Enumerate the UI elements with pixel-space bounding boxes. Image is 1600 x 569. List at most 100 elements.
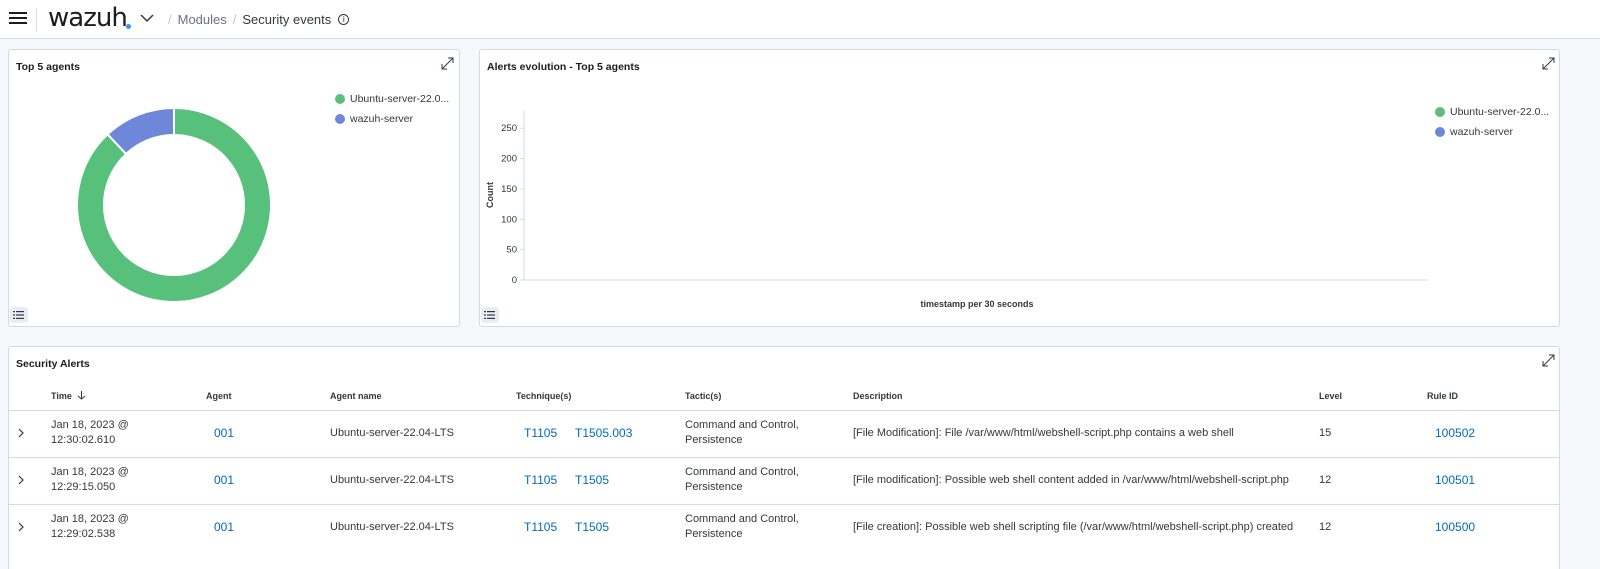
chevron-right-icon[interactable] (16, 475, 26, 485)
table-row[interactable]: Jan 18, 2023 @ 12:29:15.050 001 Ubuntu-s… (9, 457, 1559, 504)
table-row[interactable]: Jan 18, 2023 @ 12:30:02.610 001 Ubuntu-s… (9, 410, 1559, 457)
sort-down-icon[interactable] (77, 391, 86, 400)
breadcrumb-security-events: Security events (242, 12, 332, 27)
time-cell: Jan 18, 2023 @ 12:29:15.050 (51, 465, 129, 495)
agent-link[interactable]: 001 (214, 426, 235, 440)
time-clock: 12:29:15.050 (51, 481, 116, 493)
legend-label: wazuh-server (1450, 126, 1514, 138)
rule-id-link[interactable]: 100501 (1435, 473, 1476, 487)
expand-icon[interactable] (1542, 57, 1555, 70)
technique-link[interactable]: T1105 (524, 473, 558, 487)
agent-name-cell: Ubuntu-server-22.04-LTS (330, 427, 454, 439)
column-header-agent[interactable]: Agent (206, 391, 232, 401)
legend-item-ubuntu[interactable]: Ubuntu-server-22.0... (335, 89, 449, 109)
breadcrumb-separator: / (168, 12, 172, 27)
x-axis-title: timestamp per 30 seconds (920, 299, 1033, 309)
chevron-right-icon[interactable] (16, 522, 26, 532)
legend-label: Ubuntu-server-22.0... (1450, 106, 1550, 118)
top-header: wazuh / Modules / Security events i (0, 0, 1600, 39)
column-header-techniques[interactable]: Technique(s) (516, 391, 572, 401)
security-alerts-panel: Security Alerts Time Agent Agent name Te… (8, 346, 1560, 569)
tactic-line: Persistence (685, 434, 743, 446)
column-header-level[interactable]: Level (1319, 391, 1343, 401)
column-label: Time (51, 391, 72, 401)
tactic-line: Command and Control, (685, 419, 799, 431)
description-cell: [File creation]: Possible web shell scri… (853, 521, 1294, 533)
technique-link[interactable]: T1505 (575, 520, 610, 534)
time-date: Jan 18, 2023 @ (51, 466, 129, 478)
alerts-evolution-bar-chart: 05010015020025012:17:0012:18:0012:19:001… (485, 110, 1428, 309)
y-tick-label: 200 (501, 154, 517, 165)
wazuh-logo[interactable]: wazuh (48, 3, 128, 33)
alerts-evolution-title: Alerts evolution - Top 5 agents (487, 61, 640, 73)
description-cell: [File modification]: Possible web shell … (853, 474, 1289, 486)
time-cell: Jan 18, 2023 @ 12:29:02.538 (51, 512, 129, 542)
tactic-line: Persistence (685, 528, 743, 540)
y-tick-label: 100 (501, 214, 517, 225)
y-tick-label: 250 (501, 123, 517, 134)
menu-icon[interactable] (9, 10, 27, 28)
legend-item-wazuh-server[interactable]: wazuh-server (335, 109, 449, 129)
security-alerts-title: Security Alerts (16, 358, 90, 370)
legend-dot-blue (335, 114, 345, 124)
level-cell: 12 (1319, 521, 1332, 533)
legend-toggle-button[interactable] (481, 307, 499, 323)
expand-icon[interactable] (441, 57, 454, 70)
technique-link[interactable]: T1505.003 (575, 426, 633, 440)
top-agents-donut-chart (76, 106, 272, 303)
logo-dot (126, 24, 131, 29)
pie-slice[interactable] (76, 106, 272, 303)
technique-link[interactable]: T1105 (524, 426, 558, 440)
description-cell: [File Modification]: File /var/www/html/… (853, 427, 1234, 439)
time-cell: Jan 18, 2023 @ 12:30:02.610 (51, 418, 129, 448)
breadcrumb-separator: / (232, 12, 237, 27)
alerts-evolution-legend: Ubuntu-server-22.0... wazuh-server (1435, 102, 1549, 142)
y-axis-title: Count (485, 182, 495, 208)
tactic-line: Command and Control, (685, 513, 799, 525)
column-header-agent-name[interactable]: Agent name (330, 391, 382, 401)
pie-slice[interactable] (106, 106, 175, 156)
chevron-down-icon[interactable] (139, 10, 155, 26)
level-cell: 12 (1319, 474, 1332, 486)
info-icon[interactable]: i (338, 14, 350, 25)
agent-name-cell: Ubuntu-server-22.04-LTS (330, 474, 454, 486)
breadcrumb: / Modules / Security events i (162, 12, 350, 27)
time-clock: 12:29:02.538 (51, 528, 116, 540)
technique-link[interactable]: T1105 (524, 520, 558, 534)
legend-toggle-button[interactable] (10, 307, 28, 323)
list-icon (13, 311, 24, 319)
top-agents-title: Top 5 agents (16, 61, 80, 73)
agent-link[interactable]: 001 (214, 473, 235, 487)
technique-link[interactable]: T1505 (575, 473, 610, 487)
rule-id-link[interactable]: 100502 (1435, 426, 1476, 440)
agent-link[interactable]: 001 (214, 520, 235, 534)
table-row[interactable]: Jan 18, 2023 @ 12:29:02.538 001 Ubuntu-s… (9, 504, 1559, 551)
column-header-rule-id[interactable]: Rule ID (1427, 391, 1459, 401)
y-tick-label: 0 (512, 275, 517, 286)
tactics-cell: Command and Control, Persistence (685, 418, 799, 448)
column-header-description[interactable]: Description (853, 391, 903, 401)
rule-id-link[interactable]: 100500 (1435, 520, 1476, 534)
time-date: Jan 18, 2023 @ (51, 513, 129, 525)
list-icon (484, 311, 495, 319)
time-date: Jan 18, 2023 @ (51, 419, 129, 431)
y-tick-label: 50 (506, 245, 517, 256)
column-header-tactics[interactable]: Tactic(s) (685, 391, 722, 401)
level-cell: 15 (1319, 427, 1332, 439)
top-agents-legend: Ubuntu-server-22.0... wazuh-server (335, 89, 449, 129)
breadcrumb-modules[interactable]: Modules (177, 12, 227, 27)
column-header-time[interactable]: Time (51, 391, 86, 401)
expand-icon[interactable] (1542, 354, 1555, 367)
header-divider (36, 8, 37, 32)
legend-item-ubuntu[interactable]: Ubuntu-server-22.0... (1435, 102, 1549, 122)
legend-dot-green (335, 94, 345, 104)
legend-dot-green (1435, 107, 1445, 117)
time-clock: 12:30:02.610 (51, 434, 116, 446)
tactics-cell: Command and Control, Persistence (685, 512, 799, 542)
legend-label: wazuh-server (350, 113, 414, 125)
legend-item-wazuh-server[interactable]: wazuh-server (1435, 122, 1549, 142)
legend-label: Ubuntu-server-22.0... (350, 93, 450, 105)
tactic-line: Command and Control, (685, 466, 799, 478)
chevron-right-icon[interactable] (16, 428, 26, 438)
top-agents-panel: Top 5 agents Ubuntu-server-22.0... wazuh… (8, 49, 460, 327)
